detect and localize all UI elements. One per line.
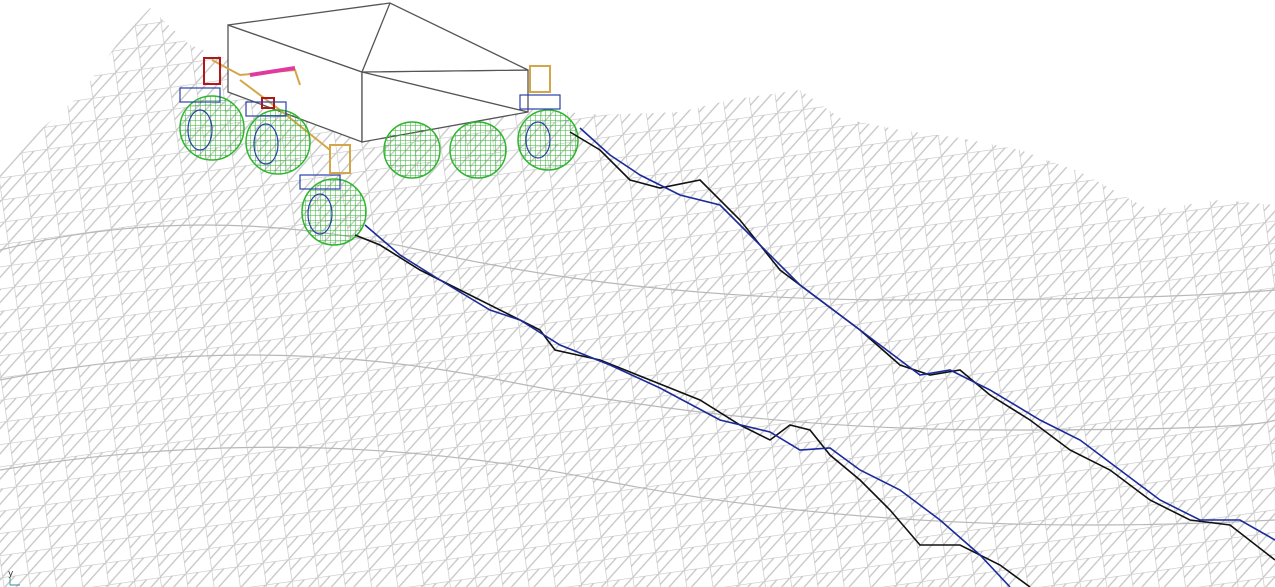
axis-triad: y xyxy=(8,569,20,586)
axis-label: y xyxy=(8,569,14,579)
terrain-mesh xyxy=(0,8,1275,587)
wheel-tracks xyxy=(354,127,1275,587)
wheels xyxy=(179,87,579,246)
terrain-ridges xyxy=(0,224,1275,526)
